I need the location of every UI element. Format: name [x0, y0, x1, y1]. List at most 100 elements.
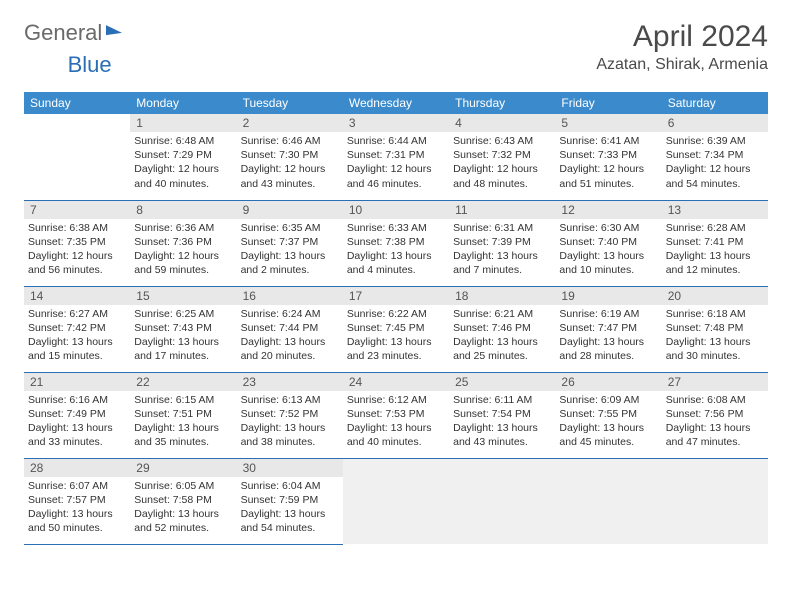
day-details: Sunrise: 6:08 AMSunset: 7:56 PMDaylight:…: [662, 391, 768, 454]
day-details: Sunrise: 6:27 AMSunset: 7:42 PMDaylight:…: [24, 305, 130, 368]
day-details: Sunrise: 6:15 AMSunset: 7:51 PMDaylight:…: [130, 391, 236, 454]
calendar-cell: [449, 458, 555, 544]
day-number: 29: [130, 459, 236, 477]
day-number: 16: [237, 287, 343, 305]
day-details: Sunrise: 6:16 AMSunset: 7:49 PMDaylight:…: [24, 391, 130, 454]
calendar-cell: 15Sunrise: 6:25 AMSunset: 7:43 PMDayligh…: [130, 286, 236, 372]
day-details: Sunrise: 6:12 AMSunset: 7:53 PMDaylight:…: [343, 391, 449, 454]
calendar-cell: 1Sunrise: 6:48 AMSunset: 7:29 PMDaylight…: [130, 114, 236, 200]
day-number: 7: [24, 201, 130, 219]
day-number: 6: [662, 114, 768, 132]
day-details: Sunrise: 6:36 AMSunset: 7:36 PMDaylight:…: [130, 219, 236, 282]
day-details: Sunrise: 6:05 AMSunset: 7:58 PMDaylight:…: [130, 477, 236, 540]
day-number: 2: [237, 114, 343, 132]
calendar-row: 7Sunrise: 6:38 AMSunset: 7:35 PMDaylight…: [24, 200, 768, 286]
calendar-cell: 13Sunrise: 6:28 AMSunset: 7:41 PMDayligh…: [662, 200, 768, 286]
calendar-cell: 25Sunrise: 6:11 AMSunset: 7:54 PMDayligh…: [449, 372, 555, 458]
day-details: Sunrise: 6:28 AMSunset: 7:41 PMDaylight:…: [662, 219, 768, 282]
day-details: Sunrise: 6:07 AMSunset: 7:57 PMDaylight:…: [24, 477, 130, 540]
calendar-cell: 24Sunrise: 6:12 AMSunset: 7:53 PMDayligh…: [343, 372, 449, 458]
calendar-cell: [555, 458, 661, 544]
weekday-header-row: Sunday Monday Tuesday Wednesday Thursday…: [24, 92, 768, 114]
title-block: April 2024 Azatan, Shirak, Armenia: [596, 20, 768, 74]
day-number: 20: [662, 287, 768, 305]
day-number: 17: [343, 287, 449, 305]
location-text: Azatan, Shirak, Armenia: [596, 56, 768, 74]
day-details: Sunrise: 6:39 AMSunset: 7:34 PMDaylight:…: [662, 132, 768, 195]
logo-text-1: General: [24, 20, 102, 46]
calendar-cell: 7Sunrise: 6:38 AMSunset: 7:35 PMDaylight…: [24, 200, 130, 286]
day-number: 25: [449, 373, 555, 391]
calendar-row: .1Sunrise: 6:48 AMSunset: 7:29 PMDayligh…: [24, 114, 768, 200]
weekday-header: Saturday: [662, 92, 768, 114]
day-number: 13: [662, 201, 768, 219]
calendar-cell: 10Sunrise: 6:33 AMSunset: 7:38 PMDayligh…: [343, 200, 449, 286]
logo: General: [24, 20, 124, 46]
day-number: 8: [130, 201, 236, 219]
day-number: 4: [449, 114, 555, 132]
day-number: 27: [662, 373, 768, 391]
calendar-row: 28Sunrise: 6:07 AMSunset: 7:57 PMDayligh…: [24, 458, 768, 544]
day-number: 22: [130, 373, 236, 391]
day-number: 28: [24, 459, 130, 477]
day-number: 14: [24, 287, 130, 305]
calendar-cell: 21Sunrise: 6:16 AMSunset: 7:49 PMDayligh…: [24, 372, 130, 458]
day-number: 5: [555, 114, 661, 132]
day-details: Sunrise: 6:25 AMSunset: 7:43 PMDaylight:…: [130, 305, 236, 368]
calendar-cell: 23Sunrise: 6:13 AMSunset: 7:52 PMDayligh…: [237, 372, 343, 458]
calendar-cell: 19Sunrise: 6:19 AMSunset: 7:47 PMDayligh…: [555, 286, 661, 372]
calendar-cell: 5Sunrise: 6:41 AMSunset: 7:33 PMDaylight…: [555, 114, 661, 200]
logo-text-2: Blue: [68, 52, 112, 78]
weekday-header: Wednesday: [343, 92, 449, 114]
day-number: 21: [24, 373, 130, 391]
day-number: 9: [237, 201, 343, 219]
day-details: Sunrise: 6:46 AMSunset: 7:30 PMDaylight:…: [237, 132, 343, 195]
day-number: 26: [555, 373, 661, 391]
weekday-header: Friday: [555, 92, 661, 114]
page-title: April 2024: [596, 20, 768, 54]
day-details: Sunrise: 6:11 AMSunset: 7:54 PMDaylight:…: [449, 391, 555, 454]
day-number: 24: [343, 373, 449, 391]
calendar-cell: 29Sunrise: 6:05 AMSunset: 7:58 PMDayligh…: [130, 458, 236, 544]
day-details: Sunrise: 6:09 AMSunset: 7:55 PMDaylight:…: [555, 391, 661, 454]
calendar-cell: 11Sunrise: 6:31 AMSunset: 7:39 PMDayligh…: [449, 200, 555, 286]
weekday-header: Tuesday: [237, 92, 343, 114]
weekday-header: Sunday: [24, 92, 130, 114]
day-number: 10: [343, 201, 449, 219]
day-details: Sunrise: 6:19 AMSunset: 7:47 PMDaylight:…: [555, 305, 661, 368]
calendar-row: 21Sunrise: 6:16 AMSunset: 7:49 PMDayligh…: [24, 372, 768, 458]
day-details: Sunrise: 6:30 AMSunset: 7:40 PMDaylight:…: [555, 219, 661, 282]
calendar-cell: 4Sunrise: 6:43 AMSunset: 7:32 PMDaylight…: [449, 114, 555, 200]
day-details: Sunrise: 6:18 AMSunset: 7:48 PMDaylight:…: [662, 305, 768, 368]
day-details: Sunrise: 6:04 AMSunset: 7:59 PMDaylight:…: [237, 477, 343, 540]
calendar-cell: 18Sunrise: 6:21 AMSunset: 7:46 PMDayligh…: [449, 286, 555, 372]
day-details: Sunrise: 6:38 AMSunset: 7:35 PMDaylight:…: [24, 219, 130, 282]
calendar-cell: 16Sunrise: 6:24 AMSunset: 7:44 PMDayligh…: [237, 286, 343, 372]
calendar-cell: 20Sunrise: 6:18 AMSunset: 7:48 PMDayligh…: [662, 286, 768, 372]
day-number: 15: [130, 287, 236, 305]
logo-triangle-icon: [106, 23, 122, 35]
calendar-cell: 14Sunrise: 6:27 AMSunset: 7:42 PMDayligh…: [24, 286, 130, 372]
day-details: Sunrise: 6:24 AMSunset: 7:44 PMDaylight:…: [237, 305, 343, 368]
weekday-header: Monday: [130, 92, 236, 114]
calendar-cell: 8Sunrise: 6:36 AMSunset: 7:36 PMDaylight…: [130, 200, 236, 286]
day-number: 3: [343, 114, 449, 132]
calendar-cell: 22Sunrise: 6:15 AMSunset: 7:51 PMDayligh…: [130, 372, 236, 458]
weekday-header: Thursday: [449, 92, 555, 114]
calendar-cell: 9Sunrise: 6:35 AMSunset: 7:37 PMDaylight…: [237, 200, 343, 286]
day-details: Sunrise: 6:13 AMSunset: 7:52 PMDaylight:…: [237, 391, 343, 454]
calendar-cell: 6Sunrise: 6:39 AMSunset: 7:34 PMDaylight…: [662, 114, 768, 200]
day-number: 23: [237, 373, 343, 391]
calendar-cell: 2Sunrise: 6:46 AMSunset: 7:30 PMDaylight…: [237, 114, 343, 200]
day-details: Sunrise: 6:33 AMSunset: 7:38 PMDaylight:…: [343, 219, 449, 282]
calendar-cell: 27Sunrise: 6:08 AMSunset: 7:56 PMDayligh…: [662, 372, 768, 458]
calendar-cell: 30Sunrise: 6:04 AMSunset: 7:59 PMDayligh…: [237, 458, 343, 544]
day-number: 1: [130, 114, 236, 132]
day-details: Sunrise: 6:35 AMSunset: 7:37 PMDaylight:…: [237, 219, 343, 282]
day-number: 12: [555, 201, 661, 219]
day-number: 30: [237, 459, 343, 477]
calendar-cell: 17Sunrise: 6:22 AMSunset: 7:45 PMDayligh…: [343, 286, 449, 372]
day-details: Sunrise: 6:22 AMSunset: 7:45 PMDaylight:…: [343, 305, 449, 368]
day-number: 19: [555, 287, 661, 305]
calendar-cell: 26Sunrise: 6:09 AMSunset: 7:55 PMDayligh…: [555, 372, 661, 458]
